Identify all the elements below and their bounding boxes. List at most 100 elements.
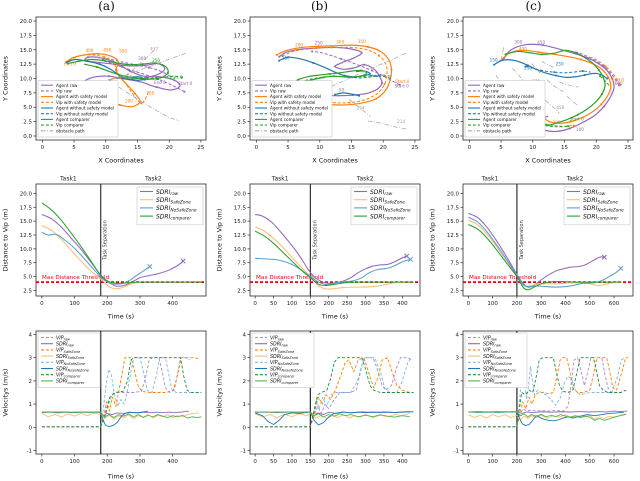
svg-text:500: 500 (119, 49, 127, 54)
svg-text:12.5: 12.5 (447, 62, 460, 68)
svg-text:SDRIcomparer: SDRIcomparer (583, 213, 618, 221)
svg-text:0: 0 (254, 145, 258, 151)
svg-text:Agent comparer: Agent comparer (56, 117, 90, 122)
svg-text:0: 0 (253, 301, 257, 307)
panel-title-c: (c) (525, 0, 542, 13)
svg-text:10.0: 10.0 (447, 247, 460, 253)
svg-text:15.0: 15.0 (447, 48, 460, 54)
svg-text:10: 10 (529, 145, 536, 151)
svg-text:VIPraw: VIPraw (270, 335, 284, 341)
svg-text:100: 100 (69, 301, 80, 307)
svg-text:SDRINoSafeZone: SDRINoSafeZone (156, 205, 197, 213)
svg-text:Vip without safety model: Vip without safety model (270, 111, 322, 116)
svg-text:X Coordinates: X Coordinates (312, 157, 358, 165)
svg-text:437: 437 (150, 46, 158, 51)
svg-text:0: 0 (41, 145, 45, 151)
svg-text:Task1: Task1 (59, 176, 77, 183)
svg-text:254: 254 (356, 106, 364, 111)
svg-text:Start 0: Start 0 (178, 81, 193, 86)
svg-text:0: 0 (242, 425, 246, 431)
svg-text:200: 200 (323, 459, 334, 465)
svg-text:Distance to Vip (m): Distance to Vip (m) (2, 209, 10, 272)
subplot-dist-b: 0 50 100 150 200 250 300 350 400 2.5 5.0 7.5 10.0 12.… (215, 176, 420, 321)
svg-text:2.5: 2.5 (237, 120, 246, 126)
svg-text:VIPSafeZone: VIPSafeZone (270, 348, 294, 354)
svg-text:SDRINoSafeZone: SDRINoSafeZone (56, 366, 89, 372)
svg-text:7.5: 7.5 (450, 91, 459, 97)
svg-text:0.0: 0.0 (450, 134, 459, 140)
svg-text:Velocitys (m/s): Velocitys (m/s) (429, 369, 437, 417)
svg-text:Distance to Vip (m): Distance to Vip (m) (215, 209, 223, 272)
svg-text:20.0: 20.0 (20, 19, 33, 25)
svg-text:100: 100 (576, 127, 584, 132)
subplot-traj-a: 0 5 10 15 20 25 0.0 2.5 5.0 7.5 10.0 12.5 15.0 17.5 20… (2, 16, 207, 165)
svg-text:4: 4 (456, 332, 460, 338)
svg-text:200: 200 (512, 459, 523, 465)
svg-text:Time (s): Time (s) (320, 473, 347, 481)
svg-text:25: 25 (624, 145, 631, 151)
svg-text:0.0: 0.0 (23, 134, 32, 140)
svg-text:Task2: Task2 (566, 176, 584, 183)
svg-text:200: 200 (102, 301, 113, 307)
svg-text:400: 400 (167, 301, 178, 307)
svg-text:Agent comparer: Agent comparer (270, 117, 304, 122)
svg-text:150: 150 (305, 301, 316, 307)
svg-text:450: 450 (537, 40, 545, 45)
svg-text:Agent raw: Agent raw (270, 83, 292, 88)
svg-text:VIPcomparer: VIPcomparer (270, 373, 295, 379)
svg-text:300: 300 (336, 39, 344, 44)
svg-text:0: 0 (253, 459, 257, 465)
svg-text:Velocitys (m/s): Velocitys (m/s) (2, 369, 10, 417)
svg-text:7.5: 7.5 (23, 261, 32, 267)
svg-text:SDRINoSafeZone: SDRINoSafeZone (483, 366, 516, 372)
svg-text:5.0: 5.0 (23, 275, 32, 281)
svg-text:5.0: 5.0 (450, 275, 459, 281)
svg-text:obstacle path: obstacle path (270, 128, 299, 133)
subplot-dist-a: 0 100 200 300 400 2.5 5.0 7.5 10.0 12.5 15.0 17.5 20… (2, 176, 207, 321)
svg-text:250: 250 (314, 41, 322, 46)
svg-text:600: 600 (615, 81, 623, 86)
svg-text:500: 500 (585, 301, 596, 307)
svg-text:Agent with safety model: Agent with safety model (56, 94, 107, 99)
svg-text:200: 200 (146, 91, 154, 96)
svg-text:300: 300 (360, 301, 371, 307)
svg-text:50: 50 (270, 301, 277, 307)
svg-text:Agent without safety model: Agent without safety model (270, 106, 328, 111)
svg-text:1: 1 (29, 402, 33, 408)
svg-text:400: 400 (560, 459, 571, 465)
svg-text:-1: -1 (454, 449, 459, 455)
svg-text:Vip raw: Vip raw (56, 88, 72, 93)
svg-text:20: 20 (593, 145, 600, 151)
svg-text:5: 5 (499, 145, 503, 151)
svg-text:Y Coordinates: Y Coordinates (215, 55, 223, 102)
svg-text:Max Distance Threshold: Max Distance Threshold (469, 275, 537, 281)
svg-text:10: 10 (316, 145, 323, 151)
svg-text:Task Separation: Task Separation (103, 220, 109, 261)
subplot-dist-c: 0 100 200 300 400 500 600 2.5 5.0 7.5 10.0 12.5 15.0… (429, 176, 634, 321)
svg-text:450: 450 (103, 47, 111, 52)
svg-text:Task Separation: Task Separation (312, 220, 318, 261)
svg-text:Start 0: Start 0 (169, 75, 184, 80)
svg-text:50: 50 (270, 459, 277, 465)
svg-text:7.5: 7.5 (237, 261, 246, 267)
svg-text:Time (s): Time (s) (107, 473, 134, 481)
svg-text:5.0: 5.0 (237, 105, 246, 111)
svg-text:Task1: Task1 (270, 176, 288, 183)
svg-text:Start 0: Start 0 (570, 116, 585, 121)
svg-text:214: 214 (397, 119, 405, 124)
svg-text:Vip comparer: Vip comparer (270, 123, 298, 128)
svg-text:VIPNoSafeZone: VIPNoSafeZone (483, 360, 512, 366)
svg-text:15.0: 15.0 (20, 219, 33, 225)
svg-text:X Coordinates: X Coordinates (98, 157, 144, 165)
svg-text:1: 1 (242, 402, 246, 408)
svg-text:300: 300 (135, 301, 146, 307)
svg-text:End 0: End 0 (154, 80, 166, 85)
svg-text:X Coordinates: X Coordinates (525, 157, 571, 165)
svg-text:2: 2 (242, 379, 246, 385)
svg-text:7.5: 7.5 (450, 261, 459, 267)
svg-text:200: 200 (295, 42, 303, 47)
svg-text:Agent without safety model: Agent without safety model (56, 106, 114, 111)
svg-text:400: 400 (85, 48, 93, 53)
svg-text:600: 600 (609, 301, 620, 307)
svg-text:Time (s): Time (s) (107, 313, 134, 321)
